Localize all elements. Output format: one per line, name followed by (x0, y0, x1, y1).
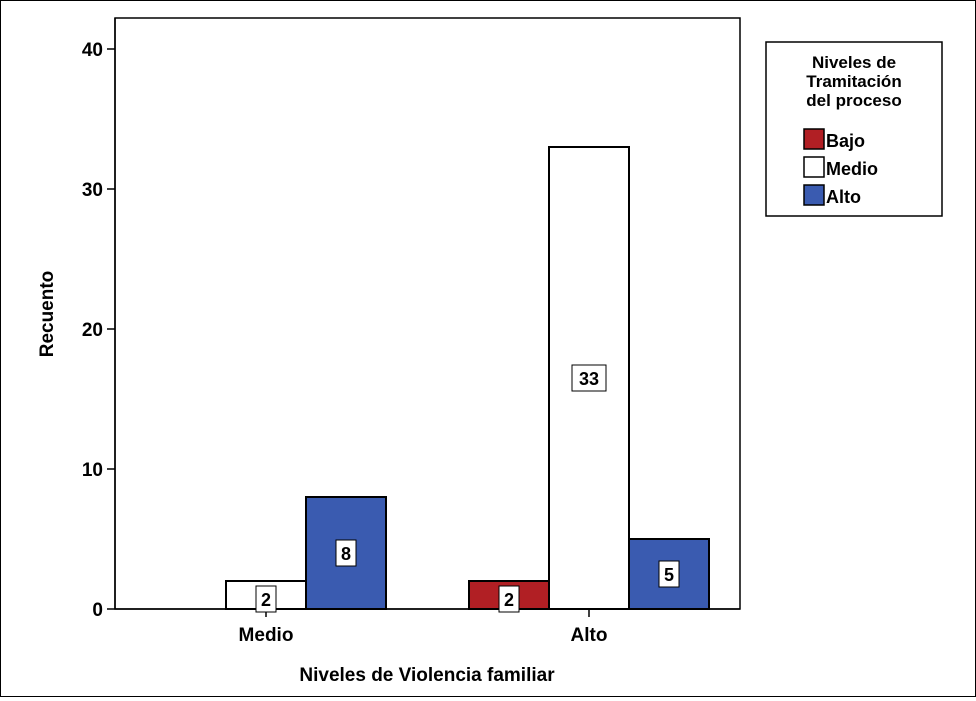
x-tick-label: Medio (239, 625, 294, 646)
data-labels: 2 8 2 33 5 (255, 364, 680, 613)
data-label-box (335, 539, 357, 567)
y-axis-title: Recuento (37, 271, 58, 358)
legend: Niveles de Tramitación del proceso Bajo M… (765, 41, 943, 217)
data-label: 5 (664, 565, 674, 585)
y-tick-label: 30 (82, 180, 103, 201)
legend-title-line-2: Tramitación (806, 72, 901, 91)
legend-swatch (803, 128, 825, 150)
data-label: 2 (261, 590, 271, 610)
legend-label: Bajo (826, 131, 865, 151)
legend-swatch (803, 156, 825, 178)
bars (225, 146, 710, 610)
data-label-box (658, 560, 680, 588)
x-axis-title: Niveles de Violencia familiar (299, 665, 555, 686)
legend-title-line-1: Niveles de (812, 53, 896, 72)
x-ticks: Medio Alto (239, 609, 608, 646)
legend-box (765, 41, 943, 217)
legend-items: Bajo Medio Alto (803, 128, 878, 207)
y-ticks: 0 10 20 30 40 (82, 40, 115, 621)
data-label: 33 (579, 369, 599, 389)
legend-label: Alto (826, 187, 861, 207)
y-tick-label: 20 (82, 320, 103, 341)
legend-label: Medio (826, 159, 878, 179)
legend-swatch (803, 184, 825, 206)
data-label: 2 (504, 590, 514, 610)
data-label-box (498, 585, 520, 613)
data-label: 8 (341, 544, 351, 564)
plot-area (114, 17, 741, 610)
y-tick-label: 40 (82, 40, 103, 61)
bar (628, 538, 710, 610)
data-label-box (255, 585, 277, 613)
legend-title-line-3: del proceso (806, 91, 901, 110)
y-tick-label: 0 (92, 600, 103, 621)
x-tick-label: Alto (571, 625, 608, 646)
data-label-box (571, 364, 607, 392)
y-tick-label: 10 (82, 460, 103, 481)
